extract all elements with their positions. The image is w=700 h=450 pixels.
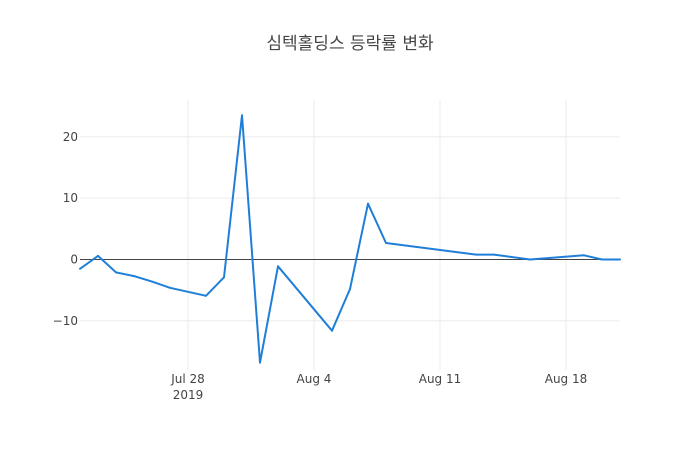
data-point xyxy=(583,254,585,257)
x-tick-label: Aug 11 xyxy=(419,372,462,386)
data-point xyxy=(259,361,261,364)
data-point xyxy=(331,329,333,332)
data-point xyxy=(169,286,171,289)
x-tick-label: Aug 4 xyxy=(297,372,332,386)
data-point xyxy=(151,280,153,283)
data-point xyxy=(367,202,369,205)
data-point xyxy=(115,271,117,274)
data-point xyxy=(493,253,495,256)
data-point xyxy=(277,265,279,268)
y-tick-label: 20 xyxy=(63,130,78,144)
y-tick-label: 0 xyxy=(70,253,78,267)
x-tick-sublabel: 2019 xyxy=(173,388,204,402)
y-tick-label: −10 xyxy=(53,314,78,328)
data-point xyxy=(475,253,477,256)
y-tick-label: 10 xyxy=(63,191,78,205)
series-line xyxy=(79,114,620,364)
data-point xyxy=(349,288,351,290)
data-point xyxy=(79,267,81,270)
data-point xyxy=(241,114,243,117)
data-point xyxy=(529,258,531,261)
data-point xyxy=(601,258,603,261)
chart-title: 심텍홀딩스 등락률 변화 xyxy=(266,34,434,54)
data-point xyxy=(385,241,387,244)
data-point xyxy=(619,258,621,261)
series-layer xyxy=(79,114,621,364)
grid-lines xyxy=(80,100,620,370)
x-tick-label: Aug 18 xyxy=(545,372,588,386)
data-point xyxy=(205,294,207,297)
data-point xyxy=(97,254,99,257)
axis-labels: Jul 28 2019 Aug 4 Aug 11 Aug 18 20 10 0 −10 xyxy=(53,130,588,402)
x-tick-label: Jul 28 xyxy=(170,372,205,386)
data-point xyxy=(133,275,135,278)
data-point xyxy=(223,276,225,279)
